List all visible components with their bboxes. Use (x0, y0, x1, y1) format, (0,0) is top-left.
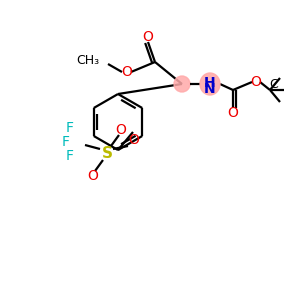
Text: O: O (250, 75, 261, 89)
Text: CH₃: CH₃ (76, 55, 99, 68)
Text: S: S (101, 146, 112, 160)
Text: F: F (62, 135, 70, 149)
Text: H: H (204, 76, 216, 90)
Text: O: O (88, 169, 98, 183)
Ellipse shape (200, 73, 220, 95)
Text: O: O (142, 30, 153, 44)
Text: O: O (228, 106, 238, 120)
Text: C: C (270, 79, 278, 92)
Text: O: O (129, 133, 140, 147)
Text: O: O (116, 123, 126, 137)
Text: F: F (66, 121, 74, 135)
Text: N: N (204, 82, 216, 96)
Text: F: F (66, 149, 74, 163)
Text: O: O (122, 65, 132, 79)
Ellipse shape (174, 76, 190, 92)
